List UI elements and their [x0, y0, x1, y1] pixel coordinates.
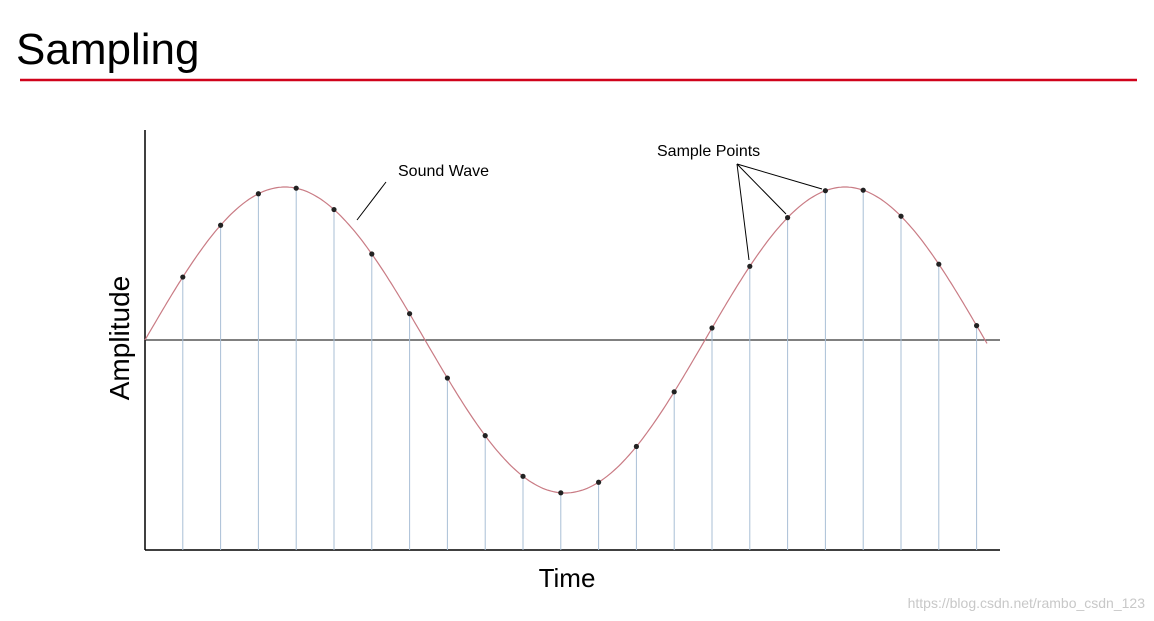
sample-point — [974, 323, 980, 329]
sample-point — [633, 443, 640, 450]
sample-point — [331, 206, 337, 213]
sample-point — [255, 191, 261, 197]
samples-annotation: Sample Points — [657, 143, 760, 160]
sound-wave — [144, 186, 988, 494]
y-axis-label: Amplitude — [104, 276, 135, 401]
sample-point — [671, 389, 677, 395]
sample-point — [785, 215, 791, 221]
diagram — [144, 130, 1000, 551]
slide-title: Sampling — [16, 25, 199, 74]
watermark: https://blog.csdn.net/rambo_csdn_123 — [908, 595, 1146, 611]
sample-point — [369, 251, 375, 257]
sample-point — [936, 261, 942, 267]
x-axis-label: Time — [539, 563, 596, 593]
sample-point — [407, 311, 413, 317]
sample-point — [860, 187, 866, 193]
sample-point — [293, 185, 299, 191]
leader-line — [736, 163, 750, 261]
sample-point — [180, 274, 186, 280]
leader-line — [736, 163, 787, 215]
sample-point — [822, 188, 829, 194]
leader-line — [736, 163, 823, 190]
sample-point — [596, 479, 602, 485]
sample-point — [520, 473, 526, 479]
sample-point — [898, 213, 904, 219]
sample-point — [482, 433, 488, 439]
sample-point — [747, 263, 753, 269]
sample-point — [444, 375, 450, 381]
wave-annotation: Sound Wave — [398, 163, 489, 180]
sample-point — [218, 222, 224, 228]
leader-line — [356, 181, 387, 221]
sample-point — [709, 325, 715, 331]
sample-point — [558, 490, 564, 496]
